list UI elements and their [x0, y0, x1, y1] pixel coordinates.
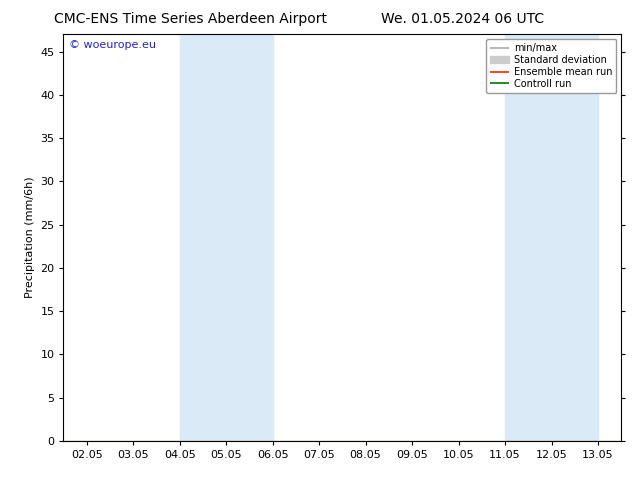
Bar	[505, 34, 598, 441]
Y-axis label: Precipitation (mm/6h): Precipitation (mm/6h)	[25, 177, 35, 298]
Legend: min/max, Standard deviation, Ensemble mean run, Controll run: min/max, Standard deviation, Ensemble me…	[486, 39, 616, 93]
Text: We. 01.05.2024 06 UTC: We. 01.05.2024 06 UTC	[381, 12, 545, 26]
Bar	[179, 34, 273, 441]
Text: © woeurope.eu: © woeurope.eu	[69, 40, 156, 50]
Text: CMC-ENS Time Series Aberdeen Airport: CMC-ENS Time Series Aberdeen Airport	[54, 12, 327, 26]
